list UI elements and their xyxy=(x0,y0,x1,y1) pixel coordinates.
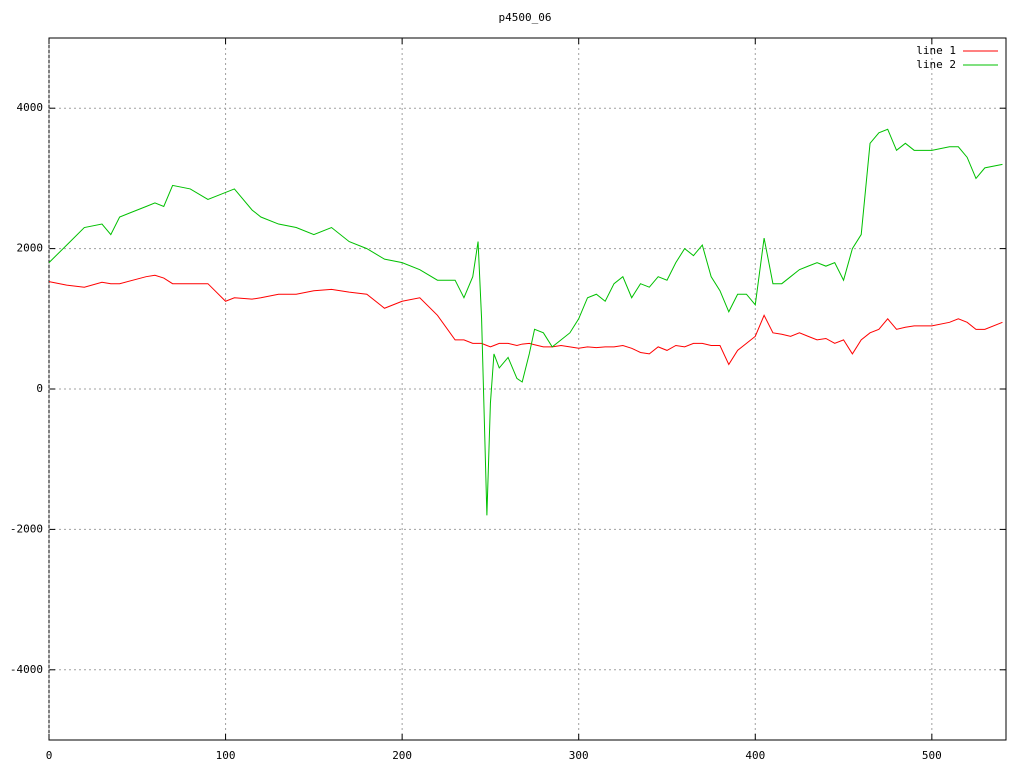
y-tick-label: 2000 xyxy=(17,242,44,255)
legend-label: line 1 xyxy=(916,44,956,57)
plot-frame xyxy=(48,37,1007,741)
y-tick-label: -4000 xyxy=(10,663,43,676)
y-tick-label: 4000 xyxy=(17,101,44,114)
y-tick-label: -2000 xyxy=(10,522,43,535)
series-line xyxy=(48,274,1003,366)
x-tick-label: 100 xyxy=(216,749,236,762)
x-tick-label: 300 xyxy=(569,749,589,762)
x-tick-label: 400 xyxy=(745,749,765,762)
series-line xyxy=(48,128,1003,516)
y-tick-label: 0 xyxy=(36,382,43,395)
chart-title: p4500_06 xyxy=(499,11,552,24)
x-tick-label: 200 xyxy=(392,749,412,762)
legend-label: line 2 xyxy=(916,58,956,71)
x-tick-label: 500 xyxy=(922,749,942,762)
x-tick-label: 0 xyxy=(46,749,53,762)
